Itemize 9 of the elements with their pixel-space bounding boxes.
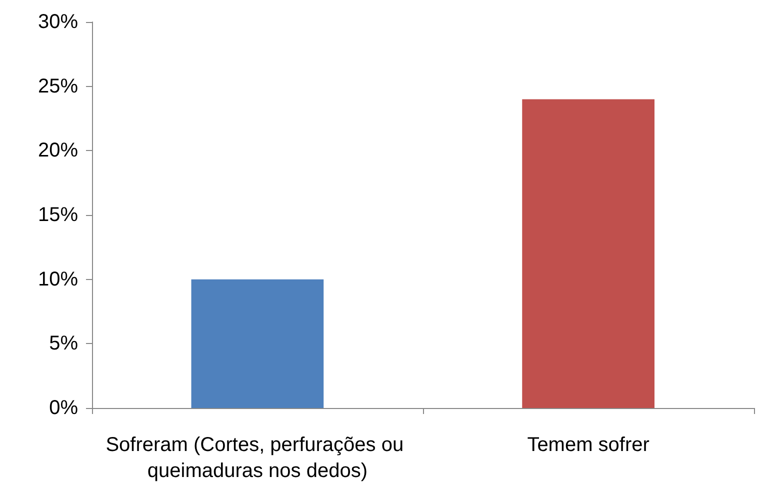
y-tick-label: 0% xyxy=(49,397,78,419)
y-tick-label: 30% xyxy=(38,11,78,33)
y-tick-label: 25% xyxy=(38,75,78,98)
x-tick-label: Temem sofrer xyxy=(527,434,650,456)
x-tick-label: Sofreram (Cortes, perfurações ou queimaduras nos dedos) xyxy=(106,434,410,482)
y-tick-label: 15% xyxy=(38,204,78,226)
y-tick-label: 5% xyxy=(49,332,78,355)
y-tick-label: 10% xyxy=(38,268,78,290)
y-tick-label: 20% xyxy=(38,140,78,162)
